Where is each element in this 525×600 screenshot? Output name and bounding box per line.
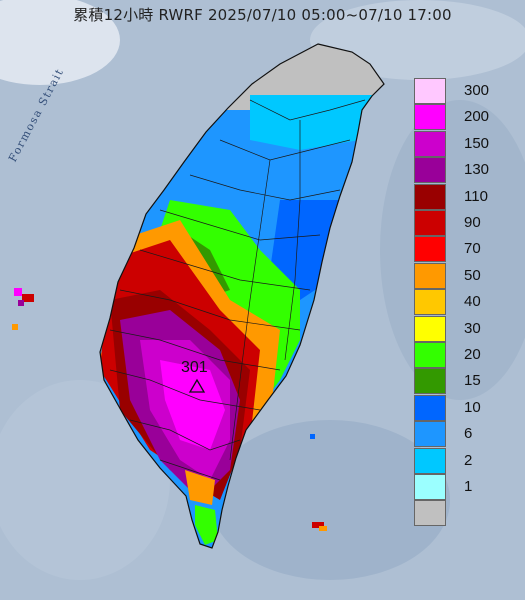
legend-swatch <box>414 394 446 421</box>
map-title: 累積12小時 RWRF 2025/07/10 05:00~07/10 17:00 <box>73 6 452 24</box>
legend-swatch <box>414 78 446 104</box>
cloud-patch <box>210 420 450 580</box>
legend-label: 30 <box>464 319 481 337</box>
island-outline <box>99 43 385 549</box>
legend-swatch <box>414 157 446 184</box>
legend-label: 15 <box>464 372 481 390</box>
legend-label: 90 <box>464 214 481 231</box>
legend-swatch <box>414 183 446 210</box>
county-boundaries <box>109 99 366 481</box>
legend-label: 110 <box>464 187 488 205</box>
legend-swatch <box>414 289 446 316</box>
legend-swatch <box>414 104 446 131</box>
cloud-patch <box>0 0 120 85</box>
cloud-patch <box>0 380 170 580</box>
legend-swatch <box>414 474 446 500</box>
legend-swatch <box>414 500 446 527</box>
legend-label: 10 <box>464 398 481 416</box>
legend-label: 6 <box>464 425 473 443</box>
legend-swatch <box>414 210 446 236</box>
peak-value: 301 <box>181 359 208 376</box>
legend-label: 200 <box>464 108 490 126</box>
legend-label: 50 <box>464 266 481 284</box>
legend-swatch <box>414 421 446 448</box>
legend-label: 1 <box>464 478 473 495</box>
legend-swatch <box>414 130 446 157</box>
legend-swatch <box>414 262 446 289</box>
legend-label: 130 <box>464 161 490 179</box>
legend-label: 20 <box>464 346 481 363</box>
legend-swatch <box>414 236 446 263</box>
legend-swatch <box>414 315 446 342</box>
legend-label: 300 <box>464 82 490 99</box>
legend-label: 2 <box>464 451 473 469</box>
legend-swatch <box>414 342 446 368</box>
triangle-marker <box>188 378 206 393</box>
legend-swatch <box>414 447 446 474</box>
legend-swatch <box>414 368 446 395</box>
legend-label: 150 <box>464 134 490 152</box>
offshore-islands <box>12 288 327 531</box>
legend-label: 40 <box>464 293 481 311</box>
legend-label: 70 <box>464 240 481 258</box>
